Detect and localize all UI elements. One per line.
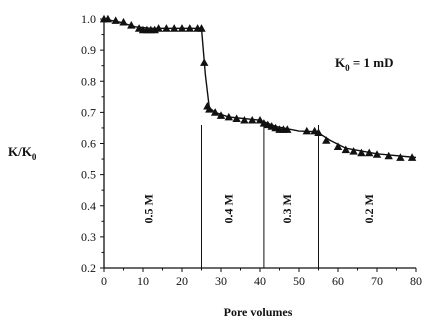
- data-point: [185, 24, 194, 32]
- k0-annotation: K0 = 1 mD: [335, 55, 394, 73]
- x-tick-label: 60: [332, 274, 344, 288]
- data-point: [162, 24, 171, 32]
- y-axis-label-sub: 0: [32, 152, 37, 162]
- x-tick-label: 40: [254, 274, 266, 288]
- data-point: [357, 148, 366, 157]
- x-tick-label: 80: [410, 274, 422, 288]
- data-point: [372, 150, 382, 158]
- data-point: [341, 145, 350, 154]
- y-tick-label: 0.5: [81, 168, 96, 182]
- data-point: [170, 24, 179, 32]
- data-point: [384, 151, 393, 160]
- y-axis-label-main: K/K: [8, 144, 33, 159]
- region-label: 0.5 M: [142, 194, 156, 223]
- data-point: [177, 24, 187, 32]
- x-tick-label: 20: [176, 274, 188, 288]
- data-point: [154, 24, 163, 32]
- k0-annotation-main: K: [335, 55, 346, 70]
- data-point: [255, 115, 265, 124]
- data-point: [365, 148, 374, 157]
- data-point: [407, 153, 417, 161]
- y-tick-label: 0.4: [81, 199, 96, 213]
- data-point: [333, 142, 343, 150]
- data-point: [103, 14, 113, 23]
- x-tick-label: 70: [371, 274, 383, 288]
- x-tick-label: 30: [215, 274, 227, 288]
- region-label: 0.3 M: [280, 194, 294, 223]
- x-tick-label: 10: [137, 274, 149, 288]
- y-tick-label: 0.7: [81, 105, 96, 119]
- region-label: 0.2 M: [362, 194, 376, 223]
- region-label: 0.4 M: [222, 194, 236, 223]
- data-point: [210, 108, 220, 116]
- y-tick-label: 0.8: [81, 74, 96, 88]
- data-point: [127, 21, 136, 29]
- y-tick-label: 0.2: [81, 261, 96, 275]
- y-tick-label: 1.0: [81, 12, 96, 26]
- y-tick-label: 0.6: [81, 137, 96, 151]
- data-point: [396, 153, 405, 161]
- x-axis-label: Pore volumes: [224, 305, 293, 319]
- k0-annotation-sub: 0: [345, 63, 350, 73]
- data-point: [205, 105, 214, 113]
- fit-curve: [103, 18, 417, 159]
- data-point: [322, 136, 331, 144]
- data-point: [119, 17, 128, 26]
- plot-area: 0 10 20 30 40 50 60 70 80 0.2 0.3 0.4 0.5 0.6 0.7 0.8 0.…: [81, 12, 422, 288]
- x-tick-label: 0: [101, 274, 107, 288]
- k0-annotation-rest: = 1 mD: [350, 55, 394, 70]
- data-point: [302, 126, 311, 135]
- x-tick-label: 50: [293, 274, 305, 288]
- y-axis-label: K/K0: [8, 144, 37, 162]
- data-point: [197, 24, 206, 32]
- data-point: [314, 128, 323, 136]
- data-point: [200, 58, 209, 66]
- data-point: [232, 114, 241, 122]
- y-tick-label: 0.3: [81, 230, 96, 244]
- data-point: [283, 125, 292, 133]
- data-point: [349, 147, 358, 155]
- data-point: [111, 16, 120, 24]
- y-tick-label: 0.9: [81, 43, 96, 57]
- data-point: [216, 111, 226, 119]
- data-point: [240, 115, 249, 124]
- data-point: [248, 115, 257, 124]
- data-point: [224, 112, 233, 121]
